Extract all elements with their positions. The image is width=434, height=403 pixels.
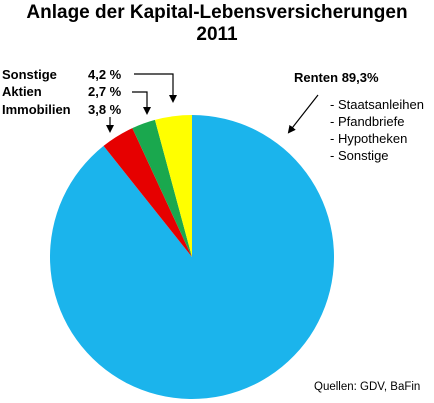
label-renten: Renten 89,3% (294, 70, 379, 85)
source-note: Quellen: GDV, BaFin (314, 381, 421, 393)
label-immobilien-value: 3,8 % (88, 102, 122, 117)
label-immobilien-name: Immobilien (2, 102, 71, 117)
pie-slice-renten (49, 115, 334, 399)
sonstige-arrow (134, 73, 177, 103)
renten-item-pfandbriefe: - Pfandbriefe (330, 114, 405, 129)
pie-slice-immobilien (103, 128, 192, 257)
pie-slice-sonstige (154, 115, 192, 257)
chart-title: Anlage der Kapital-Lebensversicherungen (26, 2, 408, 23)
label-aktien-name: Aktien (2, 84, 42, 99)
pie-slice-aktien (132, 119, 192, 258)
aktien-arrow (132, 91, 151, 115)
label-aktien-value: 2,7 % (88, 84, 122, 99)
renten-item-hypotheken: - Hypotheken (330, 131, 408, 146)
renten-item-sonstige: - Sonstige (330, 148, 389, 163)
chart-subtitle: 2011 (196, 24, 238, 45)
renten-item-staatsanleihen: - Staatsanleihen (330, 97, 424, 112)
label-sonstige-name: Sonstige (2, 67, 57, 82)
label-sonstige-value: 4,2 % (88, 67, 122, 82)
label-renten-name: Renten (294, 70, 339, 85)
label-renten-value: 89,3% (341, 70, 379, 85)
renten-arrow (287, 94, 319, 134)
